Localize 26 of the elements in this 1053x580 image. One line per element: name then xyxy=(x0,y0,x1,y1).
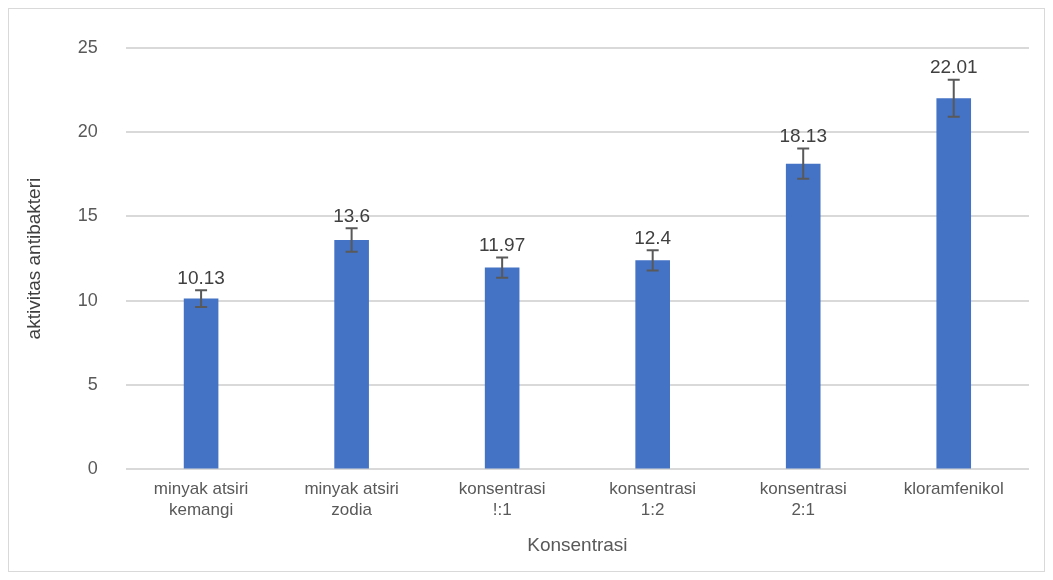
y-tick-label: 5 xyxy=(87,374,98,395)
x-tick-label: minyak atsiri kemangi xyxy=(153,479,249,519)
x-tick-label: konsentrasi !:1 xyxy=(458,479,546,519)
bar xyxy=(785,163,821,469)
bar xyxy=(484,267,520,469)
y-tick-label: 25 xyxy=(77,36,98,57)
bar xyxy=(183,298,219,469)
x-tick-label: konsentrasi 1:2 xyxy=(609,479,697,519)
bar xyxy=(635,260,670,469)
data-label: 11.97 xyxy=(479,234,526,256)
bar xyxy=(936,98,972,469)
x-axis-title: Konsentrasi xyxy=(527,533,628,555)
data-label: 10.13 xyxy=(177,266,225,288)
y-tick-label: 20 xyxy=(77,121,98,142)
x-tick-label: kloramfenikol xyxy=(903,479,1004,499)
bar xyxy=(334,240,369,469)
data-label: 18.13 xyxy=(779,125,827,147)
x-tick-label: minyak atsiri zodia xyxy=(304,479,399,519)
data-label: 22.01 xyxy=(929,56,978,78)
y-tick-label: 10 xyxy=(77,289,98,310)
y-axis-title: aktivitas antibakteri xyxy=(22,177,44,340)
data-label: 13.6 xyxy=(333,204,371,226)
data-label: 12.4 xyxy=(634,226,672,248)
x-tick-label: konsentrasi 2:1 xyxy=(759,479,847,519)
y-tick-label: 0 xyxy=(87,458,98,479)
y-tick-label: 15 xyxy=(77,205,98,226)
